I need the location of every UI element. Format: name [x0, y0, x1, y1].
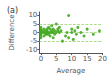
- svg-text:Average: Average: [57, 67, 86, 75]
- svg-text:10: 10: [67, 55, 76, 63]
- svg-text:10: 10: [28, 11, 37, 19]
- svg-text:-10: -10: [26, 46, 37, 54]
- svg-text:0: 0: [33, 29, 37, 37]
- svg-text:5: 5: [54, 55, 58, 63]
- svg-text:0: 0: [39, 55, 43, 63]
- svg-text:5: 5: [33, 20, 37, 28]
- svg-text:20: 20: [98, 55, 107, 63]
- svg-text:Difference: Difference: [8, 15, 16, 51]
- svg-text:15: 15: [83, 55, 92, 63]
- svg-text:-5: -5: [30, 37, 37, 45]
- svg-text:(a): (a): [7, 6, 18, 15]
